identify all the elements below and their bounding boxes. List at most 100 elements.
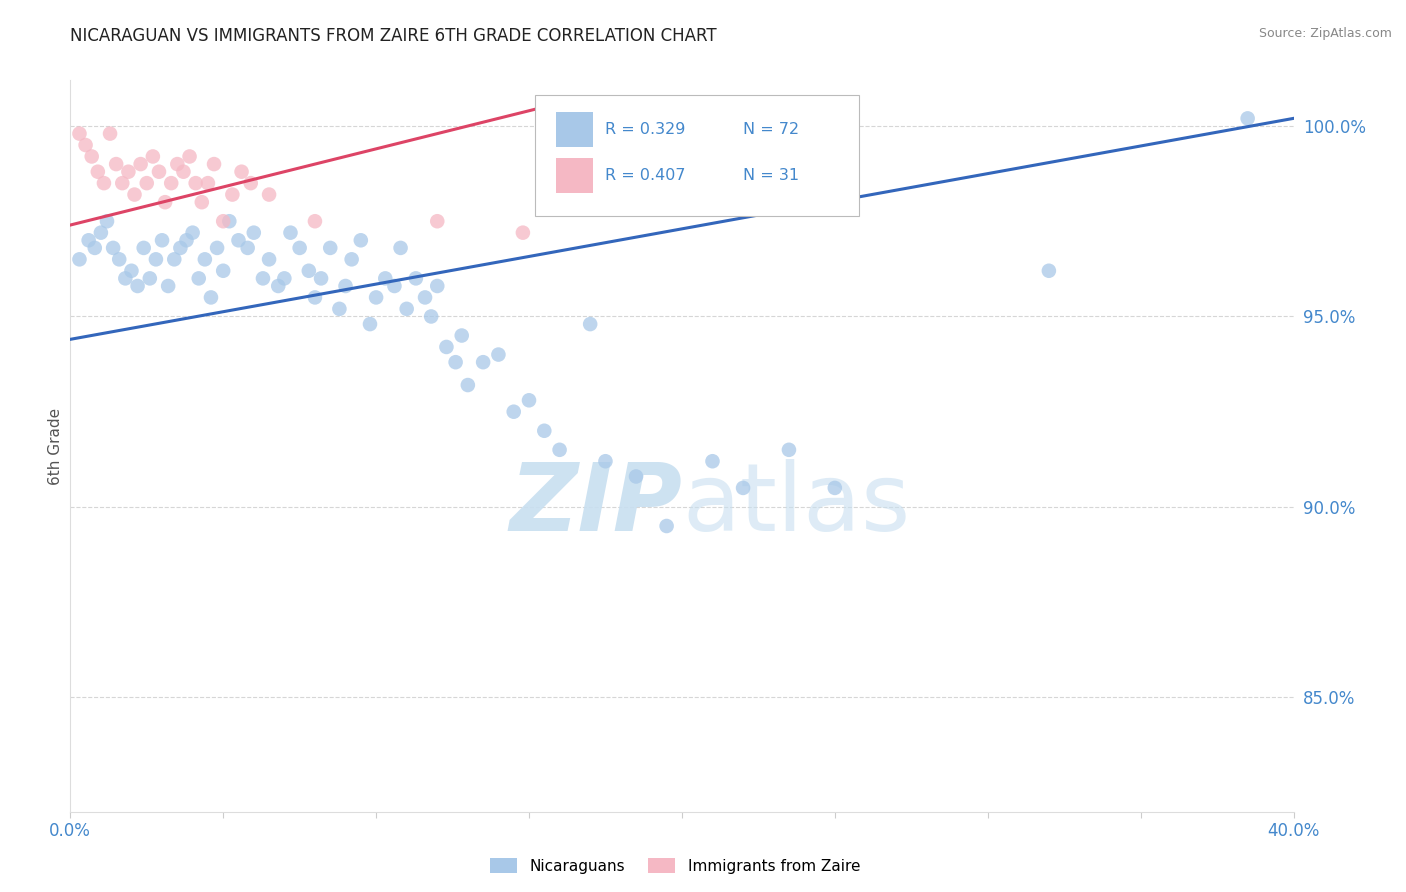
Point [824,481,846,495]
Point [298,264,321,278]
Point [169,241,191,255]
Text: NICARAGUAN VS IMMIGRANTS FROM ZAIRE 6TH GRADE CORRELATION CHART: NICARAGUAN VS IMMIGRANTS FROM ZAIRE 6TH … [70,27,717,45]
Point [205,241,228,255]
Point [319,241,342,255]
Point [426,279,449,293]
Point [111,176,134,190]
Point [212,214,235,228]
Point [108,252,131,267]
Point [150,233,173,247]
Point [236,241,259,255]
Point [243,226,266,240]
Point [202,157,225,171]
Point [145,252,167,267]
Point [595,454,617,468]
Point [252,271,274,285]
Point [142,149,165,163]
Point [359,317,381,331]
Point [1236,112,1258,126]
Point [197,176,219,190]
Text: R = 0.329: R = 0.329 [605,122,685,136]
Point [488,348,510,362]
Point [191,195,214,210]
Point [624,469,647,483]
Point [436,340,458,354]
Point [395,301,418,316]
Point [200,290,222,304]
Point [267,279,290,293]
Point [83,241,105,255]
Point [457,378,479,392]
Point [93,176,115,190]
Point [135,176,157,190]
Point [450,328,472,343]
Point [702,454,724,468]
Point [655,519,678,533]
Point [166,157,188,171]
Point [328,301,350,316]
FancyBboxPatch shape [536,95,859,216]
Point [221,187,243,202]
Text: atlas: atlas [682,458,910,550]
Point [304,290,326,304]
Point [231,164,253,178]
Point [96,214,118,228]
FancyBboxPatch shape [555,112,592,147]
Point [228,233,250,247]
Point [374,271,396,285]
Point [127,279,149,293]
Text: R = 0.407: R = 0.407 [605,168,685,183]
Point [384,279,406,293]
Legend: Nicaraguans, Immigrants from Zaire: Nicaraguans, Immigrants from Zaire [484,852,866,880]
Point [579,317,602,331]
Point [257,187,280,202]
Point [335,279,357,293]
Point [176,233,198,247]
Point [187,271,209,285]
Point [157,279,180,293]
Point [350,233,373,247]
Point [153,195,176,210]
Point [179,149,201,163]
Point [90,226,112,240]
Point [548,442,571,457]
Point [218,214,240,228]
Point [87,164,110,178]
Point [472,355,495,369]
Point [239,176,262,190]
Point [512,226,534,240]
Point [444,355,467,369]
Point [413,290,436,304]
Text: N = 31: N = 31 [744,168,799,183]
Text: ZIP: ZIP [509,458,682,550]
Point [533,424,555,438]
Point [389,241,412,255]
Point [517,393,540,408]
Point [121,264,143,278]
Point [69,127,91,141]
Point [340,252,363,267]
Point [733,481,755,495]
Point [420,310,443,324]
Point [80,149,103,163]
Point [124,187,146,202]
Point [194,252,217,267]
Point [101,241,124,255]
Y-axis label: 6th Grade: 6th Grade [48,408,63,484]
Point [181,226,204,240]
Point [105,157,128,171]
Point [163,252,186,267]
Point [129,157,152,171]
Point [273,271,295,285]
Point [309,271,332,285]
Point [280,226,302,240]
Point [172,164,194,178]
Text: Source: ZipAtlas.com: Source: ZipAtlas.com [1258,27,1392,40]
Point [132,241,155,255]
Text: N = 72: N = 72 [744,122,799,136]
Point [288,241,311,255]
Point [77,233,100,247]
Point [405,271,427,285]
Point [212,264,235,278]
Point [114,271,136,285]
